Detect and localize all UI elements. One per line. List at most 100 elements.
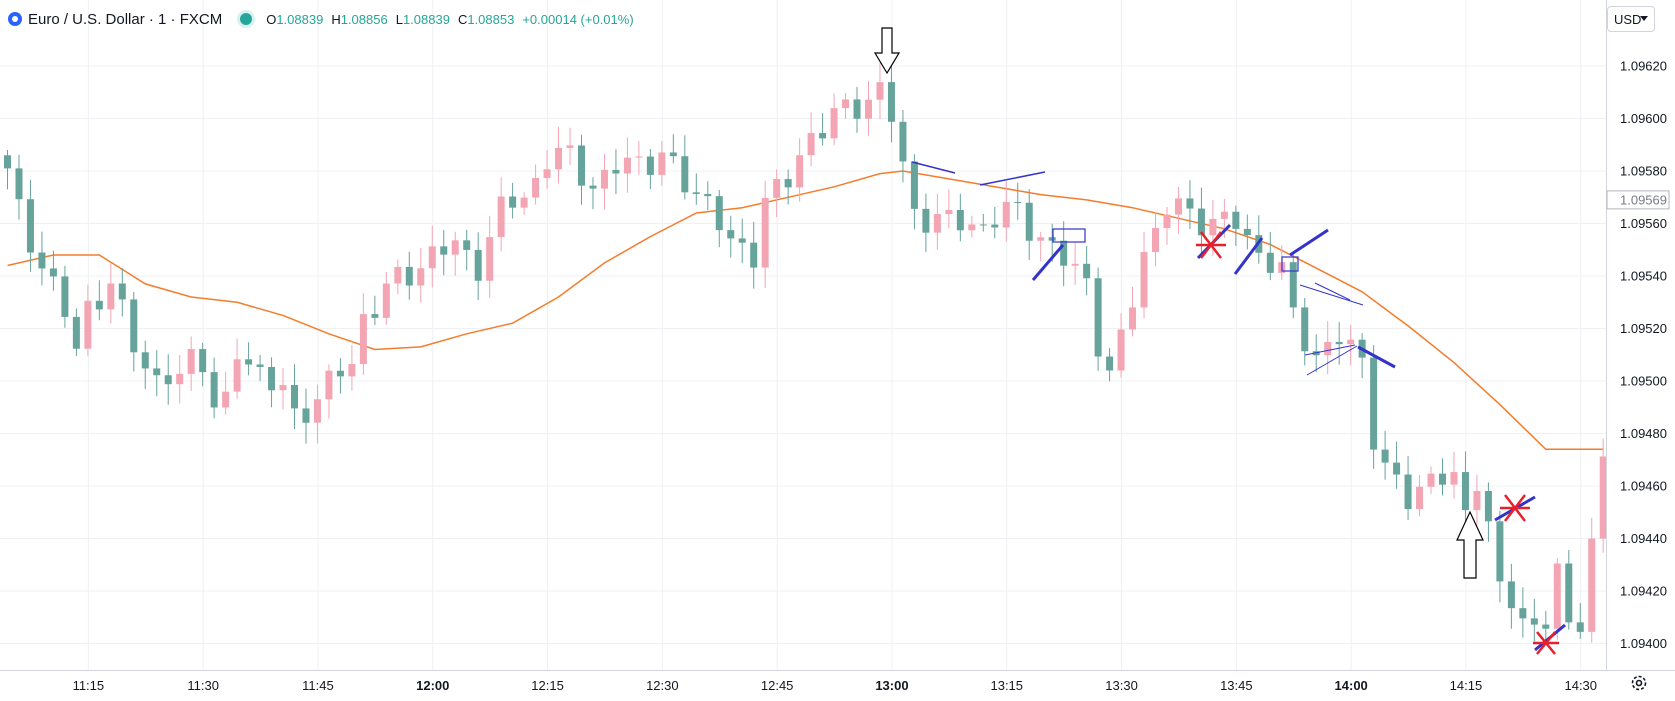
price-tick-label: 1.09420 (1620, 584, 1667, 599)
candle-body (107, 283, 115, 310)
candle-body (451, 240, 459, 255)
trend-line[interactable] (1304, 344, 1356, 356)
candle-body (1530, 618, 1538, 625)
trend-line[interactable] (1299, 284, 1364, 306)
candle-body (876, 82, 884, 100)
time-axis[interactable]: 11:15 11:30 11:45 12:00 12:15 12:30 12:45 13:00… (0, 670, 1675, 694)
candle-body (646, 156, 654, 175)
gear-icon[interactable] (1630, 674, 1648, 692)
candle-body (440, 246, 448, 255)
candle-body (325, 370, 333, 400)
price-axis-bg (1606, 0, 1675, 701)
candle-body (1565, 563, 1573, 623)
trend-line[interactable] (979, 171, 1046, 186)
candle-body (210, 372, 218, 408)
red-star-marker[interactable] (1533, 631, 1559, 655)
candle-body (1220, 211, 1228, 219)
ma-polyline (7, 170, 1604, 451)
candle-body (1599, 456, 1607, 539)
symbol-legend: Euro / U.S. Dollar · 1 · FXCM O 1.08839 H… (8, 9, 642, 29)
candle-body (887, 82, 895, 122)
time-tick-label: 14:30 (1564, 678, 1597, 693)
candle-body (1266, 252, 1274, 273)
candle-body (1197, 208, 1205, 236)
candle-body (1404, 474, 1412, 510)
currency-label: USD (1614, 11, 1642, 27)
candle-body (359, 314, 367, 365)
time-tick-label: 11:15 (73, 678, 105, 693)
candle-body (84, 300, 92, 349)
rectangle-drawing[interactable] (1281, 256, 1299, 272)
price-tick-label: 1.09500 (1620, 374, 1667, 389)
candle-body (382, 283, 390, 318)
trend-line[interactable] (1031, 244, 1065, 281)
currency-select[interactable]: USD (1607, 6, 1655, 32)
trend-line[interactable] (1306, 345, 1358, 376)
high-value: 1.08856 (340, 11, 388, 27)
red-star-marker[interactable] (1500, 494, 1530, 522)
red-star-marker[interactable] (1196, 231, 1226, 259)
candle-body (578, 145, 585, 186)
rectangle-drawing[interactable] (1052, 228, 1086, 243)
candle-body (1335, 341, 1343, 345)
candle-body (1416, 486, 1424, 510)
candle-body (968, 224, 976, 231)
candle-body (1129, 307, 1137, 330)
candle-body (1484, 491, 1492, 522)
candle-body (1393, 462, 1401, 475)
trend-line[interactable] (911, 161, 956, 174)
price-tick-label: 1.09620 (1620, 59, 1667, 74)
candle-body (933, 214, 941, 233)
change-value: +0.00014 (+0.01%) (522, 11, 634, 27)
candle-body (176, 373, 184, 385)
trend-line[interactable] (1233, 237, 1264, 275)
price-axis[interactable]: 1.09620 1.09600 1.09580 1.09560 1.09540 1.095… (1606, 0, 1675, 701)
time-tick-label: 12:15 (531, 678, 564, 693)
candle-body (187, 349, 195, 374)
candle-body (1186, 198, 1194, 209)
candle-body (807, 133, 815, 156)
high-label: H (331, 11, 341, 27)
candle-body (95, 300, 103, 310)
close-label: C (457, 11, 468, 27)
current-price-box (1606, 190, 1670, 210)
candle-body (61, 276, 69, 317)
candle-body (1140, 252, 1148, 308)
candle-body (1094, 278, 1102, 357)
candle-body (26, 199, 34, 253)
trend-line[interactable] (1357, 345, 1396, 369)
drawings-layer[interactable] (873, 27, 1566, 655)
candle-body (72, 316, 80, 349)
candle-body (1289, 262, 1297, 308)
candle-body (463, 240, 471, 250)
chevron-down-icon (1640, 16, 1648, 21)
candle-body (956, 209, 964, 231)
candle-body (715, 196, 723, 231)
candle-body (1301, 307, 1309, 352)
time-tick-label: 12:00 (416, 678, 449, 693)
price-tick-label: 1.09460 (1620, 479, 1667, 494)
candle-body (979, 224, 987, 226)
up-arrow-drawing[interactable] (1456, 510, 1484, 579)
candle-body (1450, 472, 1458, 485)
candle-body (1324, 341, 1332, 356)
time-tick-label: 13:00 (875, 678, 908, 693)
candle-body (1370, 357, 1378, 450)
candle-body (15, 168, 23, 200)
time-tick-label: 13:45 (1220, 678, 1253, 693)
candle-body (1083, 263, 1091, 279)
candle-body (669, 152, 677, 157)
candle-body (245, 359, 253, 365)
trend-line[interactable] (1289, 228, 1329, 257)
candle-body (1060, 240, 1068, 266)
candle-body (474, 249, 482, 281)
open-label: O (266, 11, 277, 27)
candle-body (1439, 473, 1446, 485)
symbol-title[interactable]: Euro / U.S. Dollar · 1 · FXCM (28, 10, 223, 28)
down-arrow-drawing[interactable] (873, 27, 901, 75)
candle-body (4, 155, 11, 169)
candle-body (658, 152, 666, 175)
trend-line[interactable] (1314, 282, 1351, 301)
candle-body (256, 364, 264, 367)
